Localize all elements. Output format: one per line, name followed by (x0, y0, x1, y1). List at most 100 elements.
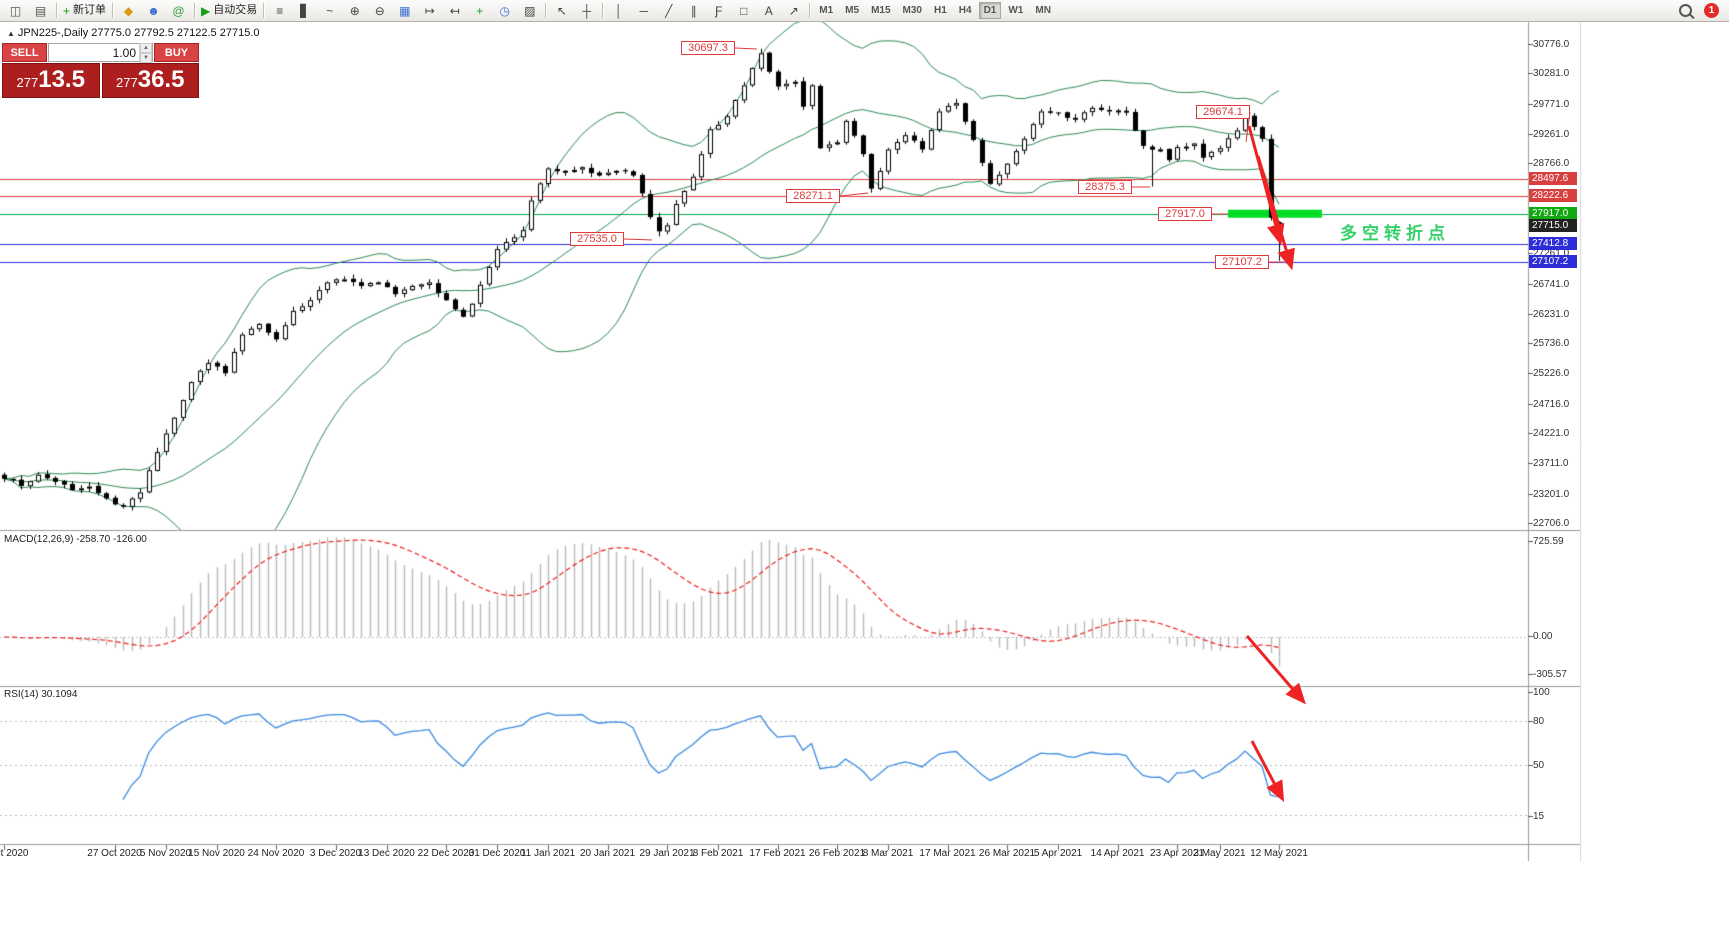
timeframe-button-m15[interactable]: M15 (871, 5, 891, 16)
volume-field[interactable]: 1.00 ▲ ▼ (48, 42, 153, 63)
line-chart-button[interactable]: ~ (317, 1, 342, 21)
price-axis-label: 26741.0 (1533, 278, 1570, 290)
clock-icon: ◷ (499, 3, 510, 18)
notification-badge[interactable]: 1 (1704, 3, 1719, 18)
cursor-button[interactable]: ↖ (549, 1, 574, 21)
plus-icon: + (63, 3, 71, 18)
rsi-label: RSI(14) 30.1094 (4, 689, 78, 700)
date-label: 26 Feb 2021 (808, 848, 866, 859)
horizontal-line-icon: ─ (639, 3, 648, 18)
timeframe-button-h4[interactable]: H4 (958, 5, 972, 16)
sell-price-prefix: 277 (16, 75, 39, 90)
toolbar-separator (545, 3, 547, 18)
trendline-button[interactable]: ╱ (656, 1, 681, 21)
zoom-out-icon: ⊖ (374, 3, 385, 18)
autotrade-button-label: 自动交易 (213, 4, 258, 16)
sell-button[interactable]: SELL (2, 43, 47, 62)
fibonacci-button[interactable]: Ƒ (706, 1, 731, 21)
timeframe-button-m1[interactable]: M1 (819, 5, 834, 16)
toolbar-separator (602, 3, 604, 18)
price-callout: 28375.3 (1078, 180, 1132, 194)
date-label: 15 Nov 2020 (188, 848, 245, 859)
vertical-line-icon: │ (615, 3, 623, 18)
bar-chart-button[interactable]: ≡ (267, 1, 292, 21)
price-callout: 28271.1 (786, 189, 840, 203)
new-order-button-label: 新订单 (73, 4, 107, 16)
search-icon[interactable] (1679, 4, 1692, 17)
buy-price-prefix: 277 (116, 75, 138, 90)
timeframe-button-m30[interactable]: M30 (902, 5, 922, 16)
date-label: 8 Feb 2021 (692, 848, 744, 859)
periods-button[interactable]: ◷ (492, 1, 517, 21)
crosshair-button[interactable]: ┼ (574, 1, 599, 21)
date-label: 20 Jan 2021 (579, 848, 636, 859)
price-tag: 28497.6 (1529, 172, 1577, 186)
navigator-button[interactable]: ☻ (141, 1, 166, 21)
price-axis-label: 22706.0 (1533, 517, 1570, 529)
profiles-button[interactable]: ▤ (28, 1, 53, 21)
new-order-button[interactable]: + 新订单 (60, 1, 109, 21)
candlestick-chart-button[interactable]: ▋ (292, 1, 317, 21)
volume-down-icon[interactable]: ▼ (140, 52, 152, 63)
tile-windows-button[interactable]: ▦ (392, 1, 417, 21)
price-axis-label: 23711.0 (1533, 458, 1569, 470)
templates-button[interactable]: ▨ (517, 1, 542, 21)
line-chart-icon: ~ (326, 3, 334, 18)
buy-price[interactable]: 277 36.5 (101, 63, 199, 98)
date-label: 24 Nov 2020 (247, 848, 305, 859)
turning-point-annotation: 多空转折点 (1340, 224, 1450, 243)
zoom-in-icon: ⊕ (349, 3, 360, 18)
toolbar-right: 1 (1679, 3, 1719, 18)
price-axis-label: 23201.0 (1533, 488, 1570, 500)
volume-up-icon[interactable]: ▲ (140, 42, 152, 53)
toolbar-separator (263, 3, 265, 18)
date-label: 22 Dec 2020 (417, 848, 475, 859)
date-label: 5 Nov 2020 (139, 848, 192, 859)
market-watch-button[interactable]: ◆ (116, 1, 141, 21)
price-axis-label: 29771.0 (1533, 98, 1570, 110)
autotrade-button[interactable]: ▶ 自动交易 (198, 1, 260, 21)
date-label: 8 Mar 2021 (862, 848, 914, 859)
volume-value[interactable]: 1.00 (112, 45, 136, 60)
chart-window-icon: ◫ (9, 3, 22, 18)
date-label: 13 Dec 2020 (358, 848, 415, 859)
arrows-tool-button[interactable]: ↗ (781, 1, 806, 21)
shapes-button[interactable]: □ (731, 1, 756, 21)
date-label: 29 Jan 2021 (639, 848, 695, 859)
date-label: 3 Dec 2020 (309, 848, 362, 859)
auto-scroll-button[interactable]: ↦ (417, 1, 442, 21)
zoom-in-button[interactable]: ⊕ (342, 1, 367, 21)
toolbar-separator (194, 3, 196, 18)
timeframe-button-d1[interactable]: D1 (978, 2, 1002, 19)
date-label: 27 Oct 2020 (87, 848, 142, 859)
sell-price[interactable]: 277 13.5 (2, 63, 100, 98)
price-axis-label: 27261.0 (1533, 247, 1570, 259)
volume-stepper[interactable]: ▲ ▼ (139, 42, 152, 63)
vertical-line-button[interactable]: │ (606, 1, 631, 21)
channel-button[interactable]: ∥ (681, 1, 706, 21)
chart-shift-icon: ↤ (449, 3, 460, 18)
chart-shift-button[interactable]: ↤ (442, 1, 467, 21)
buy-price-big: 36.5 (137, 66, 185, 93)
collapse-triangle-icon[interactable]: ▲ (7, 29, 15, 38)
text-icon: A (764, 3, 773, 18)
horizontal-line-button[interactable]: ─ (631, 1, 656, 21)
price-tag: 27412.8 (1529, 236, 1577, 250)
zoom-out-button[interactable]: ⊖ (367, 1, 392, 21)
indicators-button[interactable]: + (467, 1, 492, 21)
tile-windows-icon: ▦ (399, 3, 411, 18)
date-label: 26 Mar 2021 (978, 848, 1036, 859)
date-label: 12 May 2021 (1250, 848, 1308, 859)
timeframe-button-mn[interactable]: MN (1035, 5, 1051, 16)
buy-button[interactable]: BUY (154, 43, 199, 62)
text-button[interactable]: A (756, 1, 781, 21)
timeframe-button-w1[interactable]: W1 (1008, 5, 1024, 16)
timeframe-button-h1[interactable]: H1 (933, 5, 947, 16)
new-chart-button[interactable]: ◫ (3, 1, 28, 21)
toolbar-separator (112, 3, 114, 18)
timeframe-button-m5[interactable]: M5 (845, 5, 860, 16)
terminal-button[interactable]: @ (166, 1, 191, 21)
date-label: 17 Mar 2021 (919, 848, 976, 859)
